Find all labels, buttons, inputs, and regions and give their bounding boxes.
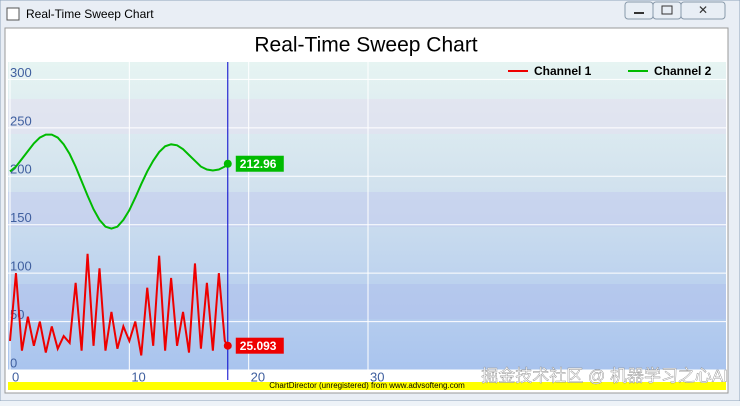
band bbox=[8, 192, 726, 227]
y-tick-label: 100 bbox=[10, 259, 32, 274]
value-label: 25.093 bbox=[240, 339, 277, 353]
series-line bbox=[9, 133, 229, 230]
watermark: 掘金技术社区 @ 机器学习之心AI bbox=[481, 366, 728, 385]
value-label: 212.96 bbox=[240, 157, 277, 171]
minimize-button[interactable] bbox=[624, 1, 654, 20]
x-tick-label: 30 bbox=[370, 369, 384, 384]
app-icon bbox=[6, 7, 20, 21]
cursor-point bbox=[223, 159, 232, 168]
y-tick-label: 0 bbox=[10, 355, 17, 370]
footer-bar bbox=[8, 382, 726, 390]
close-icon: ✕ bbox=[698, 3, 708, 17]
x-tick-label: 20 bbox=[251, 369, 265, 384]
legend-label: Channel 1 bbox=[534, 64, 592, 78]
x-tick-label: 10 bbox=[131, 369, 145, 384]
value-label-box bbox=[235, 155, 284, 172]
y-tick-label: 250 bbox=[10, 113, 32, 128]
series-line bbox=[9, 253, 229, 356]
y-tick-label: 300 bbox=[10, 65, 32, 80]
cursor-point bbox=[223, 341, 232, 350]
window-title: Real-Time Sweep Chart bbox=[26, 7, 154, 21]
window-buttons[interactable]: ✕ bbox=[624, 1, 726, 20]
band bbox=[8, 99, 726, 134]
value-label-box bbox=[235, 337, 284, 354]
maximize-icon bbox=[661, 5, 673, 15]
x-tick-label: 0 bbox=[12, 369, 19, 384]
y-tick-label: 200 bbox=[10, 162, 32, 177]
maximize-button[interactable] bbox=[652, 1, 682, 20]
footer-text: ChartDirector (unregistered) from www.ad… bbox=[269, 381, 465, 390]
y-tick-label: 150 bbox=[10, 210, 32, 225]
chart-title: Real-Time Sweep Chart bbox=[254, 34, 477, 57]
close-button[interactable] bbox=[680, 1, 726, 20]
legend-label: Channel 2 bbox=[654, 64, 712, 78]
band bbox=[8, 284, 726, 319]
